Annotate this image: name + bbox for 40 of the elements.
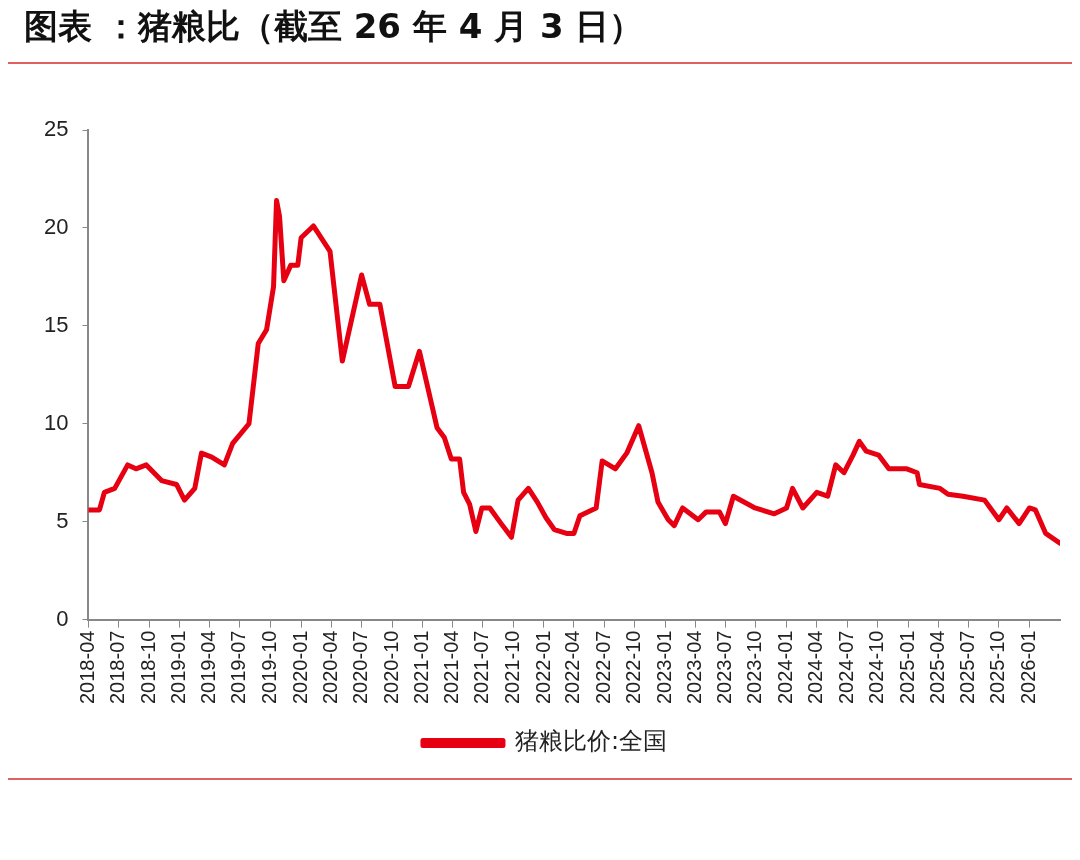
x-tick-label: 2024-07 (834, 630, 857, 705)
y-tick-label: 25 (43, 116, 69, 142)
y-tick-label: 15 (43, 311, 69, 337)
x-tick-label: 2019-01 (167, 630, 190, 705)
x-tick-label: 2025-10 (986, 630, 1009, 705)
x-tick-label: 2021-04 (440, 630, 463, 705)
x-tick-label: 2026-01 (1016, 630, 1039, 705)
x-tick-label: 2020-01 (288, 630, 311, 705)
x-tick-label: 2019-04 (197, 630, 220, 705)
x-tick-label: 2025-01 (895, 630, 918, 705)
x-tick-label: 2025-07 (955, 630, 978, 705)
x-tick-label: 2025-04 (925, 630, 948, 705)
x-tick-label: 2023-01 (652, 630, 675, 705)
x-tick-label: 2019-10 (258, 630, 281, 705)
x-tick-label: 2020-10 (379, 630, 402, 705)
y-tick-label: 20 (43, 213, 69, 239)
x-tick-label: 2022-01 (531, 630, 554, 705)
x-tick-label: 2020-04 (318, 630, 341, 705)
x-tick-label: 2023-07 (712, 630, 735, 705)
y-tick-label: 0 (56, 605, 69, 631)
x-tick-label: 2021-01 (410, 630, 433, 705)
x-tick-label: 2019-07 (227, 630, 250, 705)
x-tick-label: 2023-10 (743, 630, 766, 705)
x-tick-label: 2018-07 (106, 630, 129, 705)
x-tick-label: 2020-07 (349, 630, 372, 705)
x-tick-label: 2018-10 (136, 630, 159, 705)
x-tick-label: 2022-04 (561, 630, 584, 705)
x-tick-label: 2022-07 (591, 630, 614, 705)
chart-title: 图表 ：猪粮比（截至 26 年 4 月 3 日） (24, 5, 644, 48)
y-tick-label: 5 (56, 507, 69, 533)
x-tick-label: 2024-04 (804, 630, 827, 705)
x-tick-label: 2024-10 (865, 630, 888, 705)
x-tick-label: 2018-04 (75, 630, 98, 705)
x-tick-label: 2021-07 (470, 630, 493, 705)
x-tick-label: 2024-01 (774, 630, 797, 705)
x-tick-label: 2021-10 (500, 630, 523, 705)
x-tick-label: 2023-04 (682, 630, 705, 705)
legend-label: 猪粮比价:全国 (514, 727, 668, 756)
y-tick-label: 10 (43, 409, 69, 435)
x-tick-label: 2022-10 (622, 630, 645, 705)
